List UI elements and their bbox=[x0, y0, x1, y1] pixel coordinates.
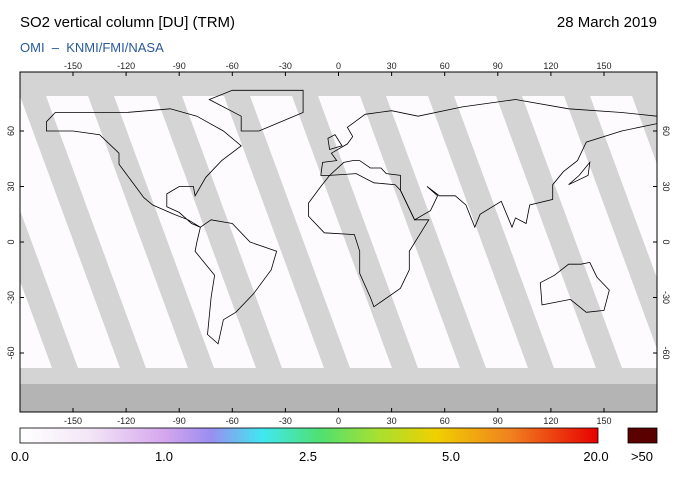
colorbar-overflow-label: >50 bbox=[631, 449, 653, 464]
lat-tick-label-right: -60 bbox=[661, 346, 671, 359]
swath-stripe bbox=[428, 96, 554, 368]
lat-tick-label-left: 30 bbox=[6, 181, 16, 191]
swath-stripe bbox=[292, 96, 418, 368]
colorbar-label: 5.0 bbox=[442, 449, 460, 464]
lat-tick-label-left: 0 bbox=[6, 239, 16, 244]
lon-tick-label-top: -120 bbox=[117, 61, 135, 71]
map bbox=[20, 72, 657, 412]
swath-stripe bbox=[88, 96, 214, 368]
colorbar-label: 2.5 bbox=[299, 449, 317, 464]
lon-tick-label-bottom: -30 bbox=[279, 416, 292, 426]
lon-tick-label-top: 30 bbox=[387, 61, 397, 71]
lon-tick-label-bottom: 120 bbox=[543, 416, 558, 426]
lon-tick-label-bottom: 150 bbox=[596, 416, 611, 426]
lon-tick-label-top: 0 bbox=[336, 61, 341, 71]
lon-tick-label-bottom: -90 bbox=[173, 416, 186, 426]
coastline bbox=[208, 89, 304, 132]
coastline bbox=[307, 173, 430, 308]
lat-tick-label-left: 60 bbox=[6, 126, 16, 136]
lon-tick-label-bottom: 30 bbox=[387, 416, 397, 426]
swath-stripe bbox=[20, 96, 146, 368]
lon-tick-label-bottom: -150 bbox=[64, 416, 82, 426]
coastline bbox=[46, 108, 242, 228]
coastline bbox=[320, 99, 657, 229]
lat-tick-label-right: -30 bbox=[661, 291, 671, 304]
lon-tick-label-top: 150 bbox=[596, 61, 611, 71]
coastline bbox=[327, 134, 343, 151]
swath-stripe bbox=[360, 96, 486, 368]
lon-tick-label-top: -150 bbox=[64, 61, 82, 71]
lon-tick-label-bottom: -120 bbox=[117, 416, 135, 426]
coastline bbox=[568, 161, 591, 186]
colorbar-overflow bbox=[627, 427, 658, 444]
colorbar bbox=[19, 427, 599, 444]
lat-tick-label-right: 30 bbox=[661, 181, 671, 191]
lon-tick-label-bottom: -60 bbox=[226, 416, 239, 426]
lon-tick-label-top: 60 bbox=[440, 61, 450, 71]
swath-stripe bbox=[564, 96, 657, 349]
coastline bbox=[539, 261, 610, 313]
lon-tick-label-top: -90 bbox=[173, 61, 186, 71]
coastline bbox=[194, 219, 278, 345]
swath-stripe bbox=[632, 96, 657, 164]
lon-tick-label-top: 90 bbox=[493, 61, 503, 71]
lat-tick-label-right: 60 bbox=[661, 126, 671, 136]
title: SO2 vertical column [DU] (TRM) bbox=[20, 14, 235, 31]
swath-stripe bbox=[496, 96, 622, 368]
lon-tick-label-top: -60 bbox=[226, 61, 239, 71]
lat-tick-label-left: -30 bbox=[6, 291, 16, 304]
lon-tick-label-top: 120 bbox=[543, 61, 558, 71]
lon-tick-label-top: -30 bbox=[279, 61, 292, 71]
colorbar-label: 20.0 bbox=[583, 449, 608, 464]
swath-stripe bbox=[20, 210, 78, 368]
lat-tick-label-right: 0 bbox=[661, 239, 671, 244]
lat-tick-label-left: -60 bbox=[6, 346, 16, 359]
lon-tick-label-bottom: 60 bbox=[440, 416, 450, 426]
lon-tick-label-bottom: 90 bbox=[493, 416, 503, 426]
antarctica bbox=[20, 384, 657, 412]
date: 28 March 2019 bbox=[557, 14, 657, 31]
lon-tick-label-bottom: 0 bbox=[336, 416, 341, 426]
subtitle: OMI – KNMI/FMI/NASA bbox=[20, 40, 164, 55]
colorbar-label: 1.0 bbox=[155, 449, 173, 464]
colorbar-label: 0.0 bbox=[11, 449, 29, 464]
swath-stripe bbox=[156, 96, 282, 368]
swath-stripe bbox=[224, 96, 350, 368]
